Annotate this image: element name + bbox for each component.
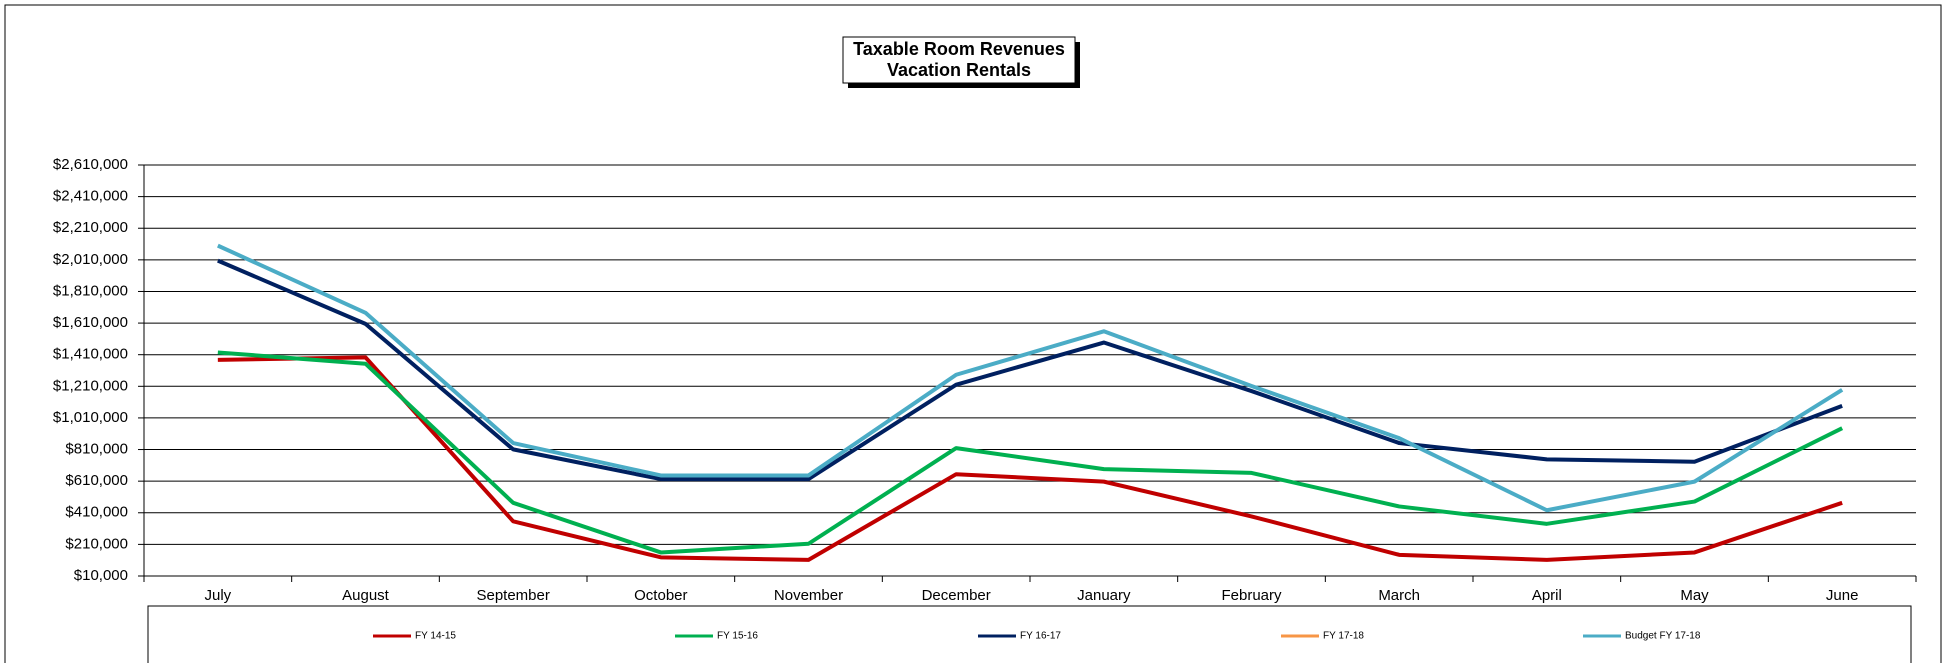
x-tick-label: October bbox=[634, 587, 687, 604]
chart-border bbox=[4, 4, 1942, 663]
series-line bbox=[217, 350, 1844, 555]
y-tick-label: $610,000 bbox=[65, 472, 128, 489]
chart-subtitle: Vacation Rentals bbox=[887, 60, 1031, 80]
legend-label: FY 14-15 bbox=[415, 631, 456, 642]
y-tick-label: $1,410,000 bbox=[53, 346, 128, 363]
y-tick-label: $410,000 bbox=[65, 504, 128, 521]
series-line bbox=[217, 243, 1844, 513]
legend-label: FY 16-17 bbox=[1020, 631, 1061, 642]
y-tick-label: $1,810,000 bbox=[53, 282, 128, 299]
x-tick-label: May bbox=[1680, 587, 1709, 604]
x-tick-label: August bbox=[342, 587, 390, 604]
x-tick-label: February bbox=[1221, 587, 1282, 604]
title-box bbox=[842, 36, 1076, 84]
series-line bbox=[217, 355, 1843, 562]
y-tick-label: $1,210,000 bbox=[53, 377, 128, 394]
y-tick-label: $210,000 bbox=[65, 535, 128, 552]
y-tick-label: $810,000 bbox=[65, 441, 128, 458]
y-tick-label: $10,000 bbox=[74, 567, 128, 584]
x-tick-label: September bbox=[476, 587, 549, 604]
x-tick-label: July bbox=[204, 587, 231, 604]
y-tick-label: $2,410,000 bbox=[53, 188, 128, 205]
legend-label: Budget FY 17-18 bbox=[1625, 631, 1701, 642]
y-tick-label: $1,010,000 bbox=[53, 409, 128, 426]
x-tick-label: November bbox=[774, 587, 843, 604]
y-tick-label: $2,210,000 bbox=[53, 219, 128, 236]
legend-label: FY 15-16 bbox=[717, 631, 758, 642]
x-tick-label: March bbox=[1378, 587, 1420, 604]
x-tick-label: January bbox=[1077, 587, 1131, 604]
chart-title: Taxable Room Revenues bbox=[853, 39, 1065, 59]
x-tick-label: June bbox=[1826, 587, 1859, 604]
x-tick-label: April bbox=[1532, 587, 1562, 604]
x-tick-label: December bbox=[922, 587, 991, 604]
series-line bbox=[217, 258, 1843, 482]
legend-label: FY 17-18 bbox=[1323, 631, 1364, 642]
y-tick-label: $2,610,000 bbox=[53, 156, 128, 173]
y-tick-label: $1,610,000 bbox=[53, 314, 128, 331]
y-tick-label: $2,010,000 bbox=[53, 251, 128, 268]
